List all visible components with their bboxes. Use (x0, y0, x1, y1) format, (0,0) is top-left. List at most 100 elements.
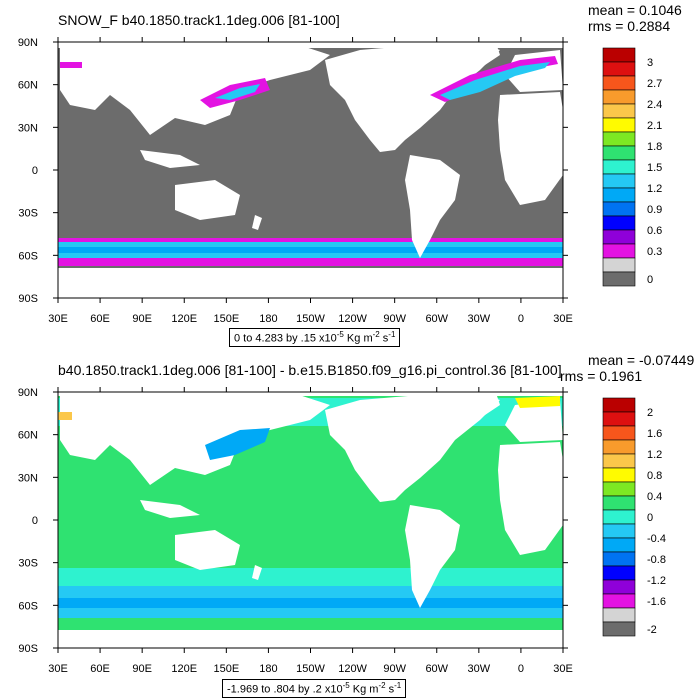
colorbar-swatch (602, 621, 636, 637)
lon-tick-label: 150E (213, 313, 239, 325)
lon-tick-label: 30W (468, 663, 491, 675)
range-text: 0 to 4.283 by .15 x10 (234, 332, 337, 345)
colorbar-label: -1.6 (647, 596, 666, 608)
lat-tick-label: 30S (18, 558, 38, 570)
chart-title: SNOW_F b40.1850.track1.1deg.006 [81-100] (58, 12, 340, 28)
colorbar-swatch (602, 159, 636, 175)
lat-tick-label: 0 (32, 515, 38, 527)
difference-north-pacific (205, 428, 270, 460)
land-indonesia (140, 150, 200, 168)
range-exponent: -5 (342, 681, 350, 690)
land-arctic (58, 392, 563, 396)
lon-tick-label: 180 (259, 313, 277, 325)
colorbar-swatch (602, 145, 636, 161)
colorbar-swatch (602, 243, 636, 259)
colorbar-swatch (602, 523, 636, 539)
range-unit-exponent: -2 (372, 330, 380, 339)
lon-tick-label: 30W (468, 313, 491, 325)
colorbar-swatch (602, 467, 636, 483)
lat-tick-label: 90N (18, 37, 38, 49)
lon-tick-label: 60W (425, 663, 448, 675)
colorbar-label: 1.5 (647, 162, 662, 174)
range-unit: Kg m (343, 332, 373, 345)
land-africa (498, 442, 563, 555)
colorbar-swatch (602, 593, 636, 609)
lat-tick-label: 60N (18, 80, 38, 92)
land-australia (175, 530, 240, 570)
colorbar-swatch (602, 257, 636, 273)
colorbar-swatch (602, 411, 636, 427)
colorbar-swatch (602, 495, 636, 511)
land-new-zealand (252, 215, 262, 230)
land-new-zealand (252, 565, 262, 580)
land-south-america (405, 155, 460, 258)
colorbar-label: 0.3 (647, 246, 662, 258)
colorbar-swatch (602, 75, 636, 91)
colorbar-swatch (602, 215, 636, 231)
difference-nordic (58, 412, 72, 420)
snowfall-nordic (60, 62, 82, 68)
colorbar-label: 1.2 (647, 449, 662, 461)
colorbar-label: 1.6 (647, 428, 662, 440)
colorbar-swatch (602, 439, 636, 455)
land-north-america (325, 390, 500, 502)
mean-value: mean = 0.1046 (588, 2, 682, 18)
colorbar-label: -0.8 (647, 554, 666, 566)
lon-tick-label: 60W (425, 313, 448, 325)
land-africa (498, 92, 563, 205)
lon-tick-label: 30E (48, 663, 68, 675)
colorbar-label: 2 (647, 407, 653, 419)
range-unit2-exponent: -1 (388, 330, 396, 339)
colorbar-swatch (602, 397, 636, 413)
lon-tick-label: 90W (383, 313, 406, 325)
lat-tick-label: 90N (18, 387, 38, 399)
land-antarctica (58, 268, 563, 298)
land-greenland (445, 40, 500, 75)
land-arctic (58, 42, 563, 48)
lon-tick-label: 60E (90, 663, 110, 675)
colorbar-label: 0.8 (647, 470, 662, 482)
colorbar-swatch (602, 187, 636, 203)
lon-tick-label: 150W (296, 313, 325, 325)
lon-tick-label: 60E (90, 313, 110, 325)
snowfall-north-atlantic (440, 62, 550, 100)
colorbar-swatch (602, 103, 636, 119)
lon-tick-label: 120W (338, 663, 367, 675)
colorbar-label: 1.8 (647, 141, 662, 153)
contour-range-label: 0 to 4.283 by .15 x10-5 Kg m-2 s-1 (229, 328, 401, 347)
colorbar-label: 0 (647, 512, 653, 524)
lat-tick-label: 30S (18, 208, 38, 220)
lon-tick-label: 120E (171, 663, 197, 675)
colorbar-label: 0 (647, 274, 653, 286)
land-antarctica (58, 630, 563, 648)
lon-tick-label: 150W (296, 663, 325, 675)
lon-tick-label: 120E (171, 313, 197, 325)
colorbar-swatch (602, 201, 636, 217)
colorbar-swatch (602, 173, 636, 189)
land-eurasia (60, 40, 330, 135)
colorbar-swatch (602, 607, 636, 623)
lon-tick-label: 180 (259, 663, 277, 675)
colorbar-swatch (602, 89, 636, 105)
lat-tick-label: 0 (32, 165, 38, 177)
range-text: -1.969 to .804 by .2 x10 (227, 683, 343, 696)
snowfall-band (58, 247, 563, 253)
colorbar-label: -2 (647, 624, 657, 636)
lon-tick-label: 150E (213, 663, 239, 675)
lon-tick-label: 90W (383, 663, 406, 675)
colorbar-swatch (602, 509, 636, 525)
land-eurasia (60, 390, 330, 485)
range-unit: Kg m (349, 683, 379, 696)
lon-tick-label: 90E (132, 313, 152, 325)
colorbar-swatch (602, 229, 636, 245)
snowfall-band (58, 258, 563, 266)
lat-tick-label: 60S (18, 250, 38, 262)
lon-tick-label: 30E (553, 313, 573, 325)
contour-range-label: -1.969 to .804 by .2 x10-5 Kg m-2 s-1 (222, 679, 407, 698)
land-australia (175, 180, 240, 220)
colorbar-swatch (602, 425, 636, 441)
land-north-america (325, 40, 500, 152)
colorbar-swatch (602, 551, 636, 567)
lon-tick-label: 30E (553, 663, 573, 675)
land-south-america (405, 505, 460, 608)
